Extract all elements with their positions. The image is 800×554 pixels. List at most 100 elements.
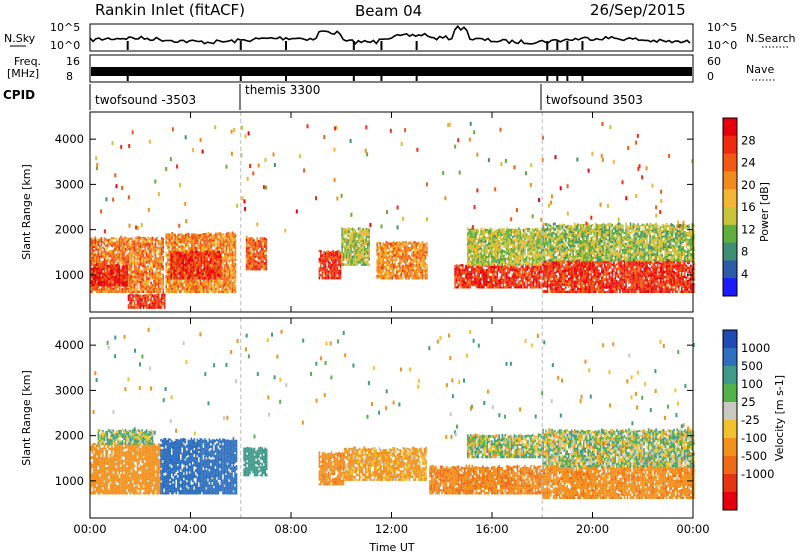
power-colorbar-swatch-9 [723,278,737,297]
power-region-1 [90,263,128,287]
power-colorbar-tick-0: 4 [741,267,748,281]
power-sparse-echoes [95,121,694,234]
velocity-colorbar-swatch-6 [723,438,737,457]
power-colorbar-swatch-0 [723,118,737,137]
velocity-colorbar-swatch-5 [723,420,737,439]
velocity-colorbar-tick-6: -500 [741,449,767,463]
power-colorbar-tick-5: 24 [741,156,756,170]
power-region-5 [245,235,267,271]
freq-dropouts [126,67,584,81]
velocity-region-9 [542,428,695,468]
velocity-colorbar-label: Velocity [m s-1] [773,375,786,461]
velocity-sparse-echoes [92,327,695,439]
freq-left-label-2: [MHz] [7,67,39,80]
velocity-colorbar-swatch-0 [723,330,737,349]
velocity-region-1 [160,437,238,495]
noise-left-tick-bottom: 10^0 [50,39,80,52]
noise-right-tick-bottom: 10^0 [707,39,737,52]
power-ytick-label-0: 1000 [55,268,84,282]
power-colorbar-tick-1: 8 [741,245,748,259]
velocity-colorbar-tick-7: -1000 [741,467,774,481]
noise-search-markers [126,41,584,50]
velocity-region-8 [542,464,695,499]
velocity-colorbar-tick-1: 500 [741,359,763,373]
freq-tick-top: 16 [66,55,80,68]
velocity-colorbar-swatch-2 [723,366,737,385]
xtick-label-4: 16:00 [475,522,508,536]
power-region-3 [170,249,222,280]
xtick-label-1: 04:00 [174,522,207,536]
power-y-axis: 1000 2000 3000 4000 [55,132,693,282]
power-colorbar-swatch-8 [723,260,737,279]
power-colorbar-swatch-2 [723,153,737,172]
velocity-region-3 [243,446,268,477]
power-colorbar-label: Power [dB] [758,182,771,242]
velocity-colorbar-swatch-8 [723,474,737,493]
velocity-region-4 [318,451,345,486]
cpid-segment-1: twofsound -3503 [95,93,196,107]
velocity-colorbar-swatch-9 [723,492,737,511]
noise-left-label: N.Sky [4,32,36,45]
power-region-8 [376,241,428,280]
xtick-label-0: 00:00 [73,522,106,536]
freq-tick-bottom: 8 [66,70,73,83]
noise-panel-frame [89,23,694,52]
velocity-colorbar-swatch-3 [723,384,737,403]
power-colorbar-tick-3: 16 [741,200,756,214]
xtick-label-5: 20:00 [576,522,609,536]
power-ytick-label-3: 4000 [55,132,84,146]
cpid-segment-3: twofsound 3503 [546,93,643,107]
velocity-y-axis-label: Slant Range [km] [20,370,33,466]
date-label: 26/Sep/2015 [590,1,686,19]
xtick-label-2: 08:00 [274,522,307,536]
power-colorbar-swatch-5 [723,207,737,226]
velocity-ytick-label-0: 1000 [55,474,84,488]
nave-tick-top: 60 [707,55,721,68]
station-title: Rankin Inlet (fitACF) [95,1,245,19]
velocity-colorbar-swatch-4 [723,402,737,421]
freq-trace-band [91,67,692,76]
velocity-region-6 [429,464,544,495]
velocity-ytick-label-2: 3000 [55,383,84,397]
velocity-heatmap [90,318,695,518]
noise-sky-trace [89,25,691,46]
power-colorbar-tick-6: 28 [741,133,756,147]
power-colorbar-frame [722,117,738,297]
velocity-region-2 [97,428,154,445]
power-colorbar-swatch-3 [723,171,737,190]
power-colorbar-swatch-1 [723,135,737,155]
power-colorbar-swatch-6 [723,224,737,244]
power-colorbar-swatch-7 [723,242,737,261]
power-ytick-label-1: 2000 [55,223,84,237]
velocity-ytick-label-3: 4000 [55,338,84,352]
time-axis-label: Time UT [368,541,414,554]
velocity-region-0 [90,442,161,495]
power-region-10 [466,227,544,266]
velocity-ytick-label-1: 2000 [55,429,84,443]
power-y-axis-label: Slant Range [km] [20,164,33,260]
power-region-4 [127,292,166,309]
freq-left-label-1: Freq. [14,55,41,68]
nave-tick-bottom: 0 [707,70,714,83]
xtick-label-3: 12:00 [375,522,408,536]
velocity-region-7 [466,433,544,459]
noise-left-tick-top: 10^5 [50,21,80,34]
power-region-12 [542,222,695,262]
power-region-9 [454,263,544,289]
power-colorbar-tick-2: 12 [741,222,756,236]
velocity-y-axis: 1000 2000 3000 4000 [55,338,693,488]
power-ytick-label-2: 3000 [55,177,84,191]
power-region-7 [341,227,370,266]
xtick-label-6: 00:00 [676,522,709,536]
velocity-colorbar-swatch-1 [723,348,737,367]
velocity-colorbar-frame [722,329,738,511]
power-colorbar-tick-4: 20 [741,178,756,192]
cpid-label: CPID [3,88,35,102]
power-region-6 [318,250,342,280]
freq-panel-frame [89,54,694,83]
power-colorbar-swatch-4 [723,189,737,208]
velocity-colorbar: 1000 500 100 25 -25 -100 -500 -1000 [722,329,774,511]
noise-right-label: N.Search [746,32,796,45]
power-region-11 [542,258,695,293]
